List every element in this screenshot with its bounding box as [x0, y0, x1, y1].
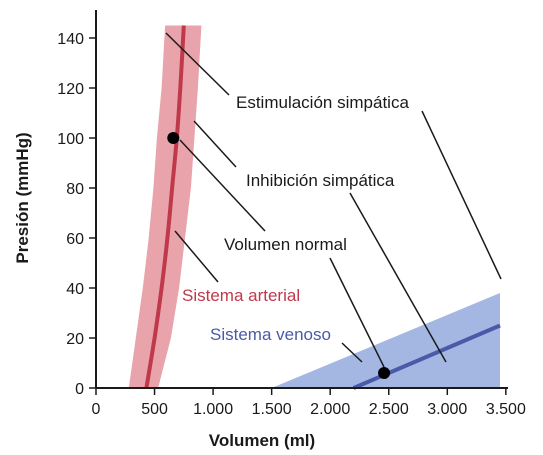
normal-point-arterial: [167, 132, 180, 144]
x-tick-label: 2.000: [310, 401, 350, 418]
x-tick-label: 1.500: [252, 401, 292, 418]
y-tick-label: 20: [66, 331, 84, 348]
axes-layer: [95, 10, 508, 389]
y-tick-label: 60: [66, 231, 84, 248]
annotation-normal-volume: Volumen normal: [224, 235, 347, 254]
leader-inhibition-to-venous: [349, 192, 447, 363]
leader-arterial-label: [174, 230, 219, 283]
arterial-band: [128, 25, 202, 388]
y-tick-label: 40: [66, 281, 84, 298]
x-tick-label: 3.000: [427, 401, 467, 418]
leader-stimulation-to-arterial: [165, 32, 230, 96]
annotation-leaders-layer: [165, 32, 502, 368]
y-ticks-layer: 0 20 40 60 80 100 120 140: [57, 31, 96, 398]
x-tick-label: 3.500: [486, 401, 526, 418]
leader-normal-to-venous: [329, 257, 385, 368]
normal-volume-points-layer: [167, 132, 391, 379]
y-tick-label: 100: [57, 131, 84, 148]
leader-normal-to-arterial: [179, 139, 266, 232]
x-tick-label: 500: [141, 401, 168, 418]
leader-stimulation-to-venous: [421, 110, 502, 280]
annotation-sympathetic-stimulation: Estimulación simpática: [236, 93, 409, 112]
arterial-curve: [144, 25, 186, 389]
leader-inhibition-to-arterial: [193, 120, 237, 168]
y-tick-label: 120: [57, 81, 84, 98]
venous-band: [271, 293, 500, 388]
venous-line: [352, 323, 501, 390]
x-tick-label: 0: [92, 401, 101, 418]
series-label-venous: Sistema venoso: [210, 325, 331, 344]
series-label-arterial: Sistema arterial: [182, 286, 300, 305]
series-lines-layer: [144, 25, 501, 390]
y-tick-label: 140: [57, 31, 84, 48]
y-tick-label: 0: [75, 381, 84, 398]
x-tick-label: 2.500: [369, 401, 409, 418]
x-ticks-layer: 0 500 1.000 1.500 2.000 2.500 3.000 3.500: [92, 388, 526, 418]
x-axis-title: Volumen (ml): [209, 431, 315, 450]
x-tick-label: 1.000: [193, 401, 233, 418]
leader-venous-label: [341, 342, 363, 363]
bands-layer: [128, 25, 500, 388]
normal-point-venous: [378, 367, 391, 379]
y-tick-label: 80: [66, 181, 84, 198]
annotation-sympathetic-inhibition: Inhibición simpática: [246, 171, 395, 190]
y-axis-title: Presión (mmHg): [13, 132, 32, 263]
